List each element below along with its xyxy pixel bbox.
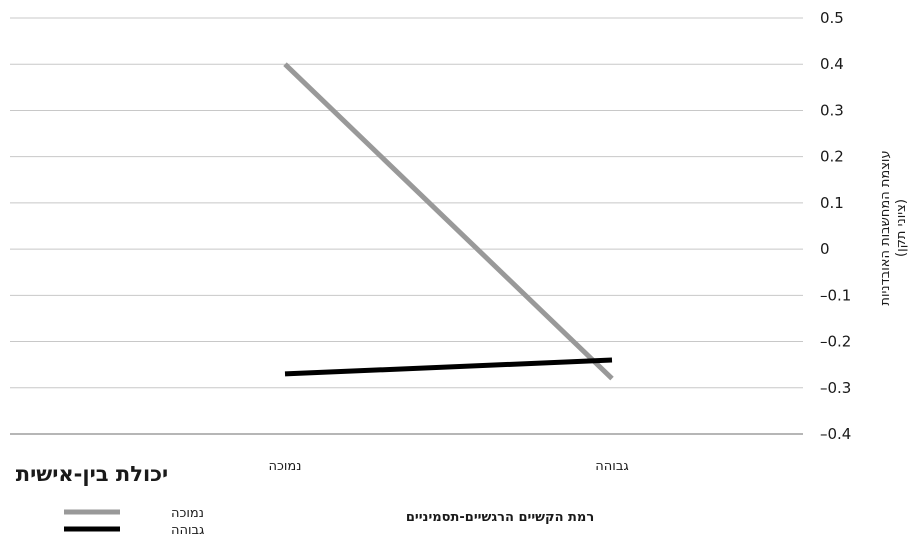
legend-label-1: נמוכה: [171, 506, 204, 521]
legend: נמוכה גבוהה: [64, 506, 204, 538]
x-tick-label: גבוהה: [595, 459, 628, 474]
y-tick-label: 0.4: [820, 55, 844, 73]
y-tick-label: 0.2: [820, 148, 844, 166]
y-tick-label: –0.4: [820, 425, 851, 443]
x-tick-label: נמוכה: [269, 459, 302, 474]
y-tick-label: –0.3: [820, 379, 851, 397]
x-category-labels: נמוכה גבוהה: [269, 459, 629, 474]
y-tick-label: 0.3: [820, 101, 844, 119]
x-axis-label: רמת הקשיים הרגשיים-תסמיניים: [406, 510, 594, 525]
y-tick-labels: 0.5 0.4 0.3 0.2 0.1 0 –0.1 –0.2 –0.3 –0.4: [820, 9, 851, 443]
y-tick-label: –0.1: [820, 286, 851, 304]
y-axis-label-line-2: (ציוני תקן): [894, 199, 909, 257]
y-tick-label: 0.5: [820, 9, 844, 27]
y-tick-label: –0.2: [820, 333, 851, 351]
y-axis-label-line-1: עוצמת המחשבות האובדניות: [878, 150, 893, 305]
gridlines: [10, 17, 803, 435]
legend-title: יכולת בין-אישית: [16, 462, 169, 486]
y-tick-label: 0.1: [820, 194, 844, 212]
series-line-2: [284, 357, 613, 377]
series-lines: [283, 62, 614, 381]
y-tick-label: 0: [820, 240, 830, 258]
legend-label-2: גבוהה: [171, 523, 204, 538]
series-line-1: [283, 62, 614, 381]
